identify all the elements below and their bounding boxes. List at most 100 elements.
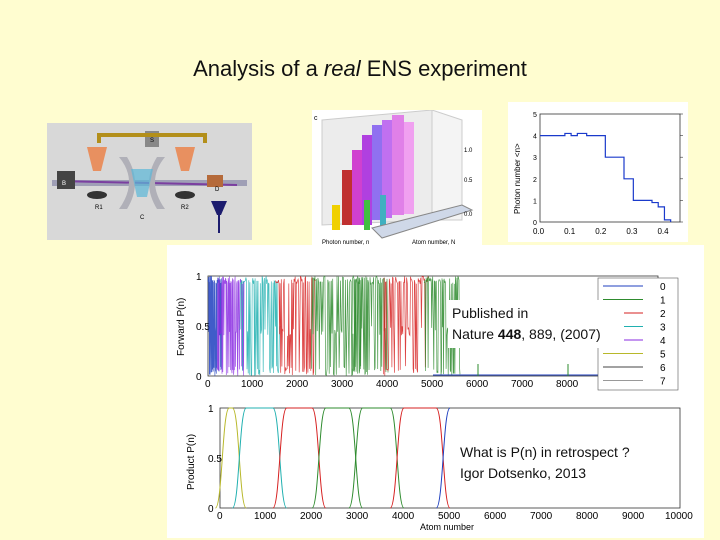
prod-ylabel: Product P(n)	[186, 434, 197, 490]
prod-xtick: 4000	[392, 511, 415, 522]
prod-xtick: 5000	[438, 511, 461, 522]
x-label-3d: Photon number, n	[322, 240, 369, 246]
traj-xtick: 0.0	[533, 227, 545, 236]
traj-ytick: 4	[533, 134, 537, 141]
fwd-xtick: 3000	[331, 379, 354, 390]
setup-diagram-svg: S B R1 C R2 D	[47, 123, 252, 240]
bar-n5	[362, 135, 372, 225]
traj-ytick: 5	[533, 112, 537, 119]
fwd-legend-label: 3	[660, 323, 666, 334]
prod-xtick: 9000	[622, 511, 645, 522]
histogram-3d-svg: c 1.0 0.5 0.0 Photon number, n Atom numb…	[314, 109, 474, 246]
prod-hump	[311, 407, 364, 509]
fwd-series-trace	[311, 275, 362, 377]
traj-ytick: 2	[533, 177, 537, 184]
traj-ylabel: Photon number <n>	[513, 143, 522, 214]
bar-n7	[342, 170, 352, 225]
fwd-series-trace	[275, 276, 317, 376]
fwd-series-trace	[383, 275, 429, 376]
bar-n4	[372, 125, 382, 220]
bar-n3	[382, 120, 392, 218]
fwd-xtick: 1000	[241, 379, 264, 390]
ramsey-zone-1	[87, 147, 107, 171]
traj-xtick: 0.1	[564, 227, 576, 236]
fwd-series-trace	[239, 275, 281, 376]
fwd-xtick: 7000	[511, 379, 534, 390]
title-italic: real	[323, 56, 361, 81]
traj-xtick: 0.4	[657, 227, 669, 236]
prod-xtick: 7000	[530, 511, 553, 522]
mirror-r1	[87, 191, 107, 199]
z-tick-1: 1.0	[464, 148, 473, 154]
bar-n0	[332, 205, 340, 230]
prod-ytick: 0.5	[208, 454, 222, 465]
floor-stripes	[371, 204, 474, 239]
traj-xtick: 0.3	[626, 227, 638, 236]
question-line2: Igor Dotsenko, 2013	[460, 465, 587, 481]
pub-nature: Nature	[452, 326, 498, 342]
histogram-bars	[332, 115, 414, 230]
prod-hump	[272, 407, 327, 509]
prod-hump	[348, 407, 405, 509]
product-pn-chart: Product P(n) 0 0.5 1 0 1000 2000 3000 4000 5000 6…	[186, 404, 693, 532]
traj-frame	[539, 113, 681, 223]
fwd-xtick: 6000	[466, 379, 489, 390]
detector	[211, 201, 227, 215]
label-c: C	[140, 215, 145, 221]
prod-hump	[214, 407, 247, 509]
prod-hump	[389, 407, 451, 509]
title-pre: Analysis of a	[193, 56, 324, 81]
cavity-mirror-right	[149, 157, 165, 209]
traj-ytick: 0	[533, 220, 537, 227]
prod-xlabel: Atom number	[420, 522, 474, 532]
pub-box	[448, 300, 624, 348]
fwd-ylabel: Forward P(n)	[176, 298, 187, 356]
prod-xtick: 10000	[665, 511, 693, 522]
pub-rest: , 889, (2007)	[521, 326, 601, 342]
bar-green	[364, 200, 370, 230]
traj-line	[540, 132, 672, 222]
fwd-xtick: 0	[205, 379, 211, 390]
fwd-ytick: 0	[196, 372, 202, 383]
pub-line2: Nature 448, 889, (2007)	[452, 324, 601, 344]
fwd-legend-label: 1	[660, 296, 666, 307]
waveguide	[97, 133, 207, 143]
fwd-series-trace	[351, 275, 389, 376]
fwd-xtick: 8000	[556, 379, 579, 390]
y-label-3d: Atom number, N	[412, 240, 455, 246]
fwd-legend-label: 2	[660, 309, 666, 320]
side-wall	[431, 109, 463, 221]
label-r2: R2	[181, 205, 189, 211]
prod-xtick: 8000	[576, 511, 599, 522]
cavity-mode	[131, 169, 153, 197]
pub-line1: Published in	[452, 305, 529, 321]
setup-diagram: S B R1 C R2 D	[47, 123, 252, 240]
oven-box	[57, 171, 75, 189]
bar-n2	[392, 115, 404, 215]
fwd-legend-label: 7	[660, 377, 666, 388]
traj-ytick: 3	[533, 155, 537, 162]
photon-trajectory-chart: Photon number <n> 0 1 2 3 4 5 0.0 0.1 0.2 0.3 0.4	[508, 102, 688, 242]
z-tick-05: 0.5	[464, 178, 473, 184]
photon-trajectory-svg: Photon number <n> 0 1 2 3 4 5 0.0 0.1 0.2 0.3 0.4	[513, 112, 683, 236]
traj-xtick: 0.2	[595, 227, 607, 236]
prod-hump	[231, 407, 288, 509]
label-s: S	[150, 138, 154, 144]
prod-xtick: 1000	[254, 511, 277, 522]
mirror-r2	[175, 191, 195, 199]
histogram-3d: c 1.0 0.5 0.0 Photon number, n Atom numb…	[312, 109, 482, 250]
z-tick-0: 0.0	[464, 212, 473, 218]
fwd-ytick: 0.5	[196, 322, 210, 333]
fwd-legend-label: 4	[660, 336, 666, 347]
label-d: D	[215, 187, 220, 193]
fwd-xtick: 2000	[286, 379, 309, 390]
question-box	[455, 438, 665, 488]
prod-xtick: 0	[217, 511, 223, 522]
prod-xtick: 2000	[300, 511, 323, 522]
cavity-mirror-left	[119, 157, 135, 209]
fwd-legend-label: 5	[660, 350, 666, 361]
bar-n6	[352, 150, 362, 225]
fwd-legend-label: 0	[660, 282, 666, 293]
label-r1: R1	[95, 205, 103, 211]
panel-label-c: c	[314, 115, 318, 122]
